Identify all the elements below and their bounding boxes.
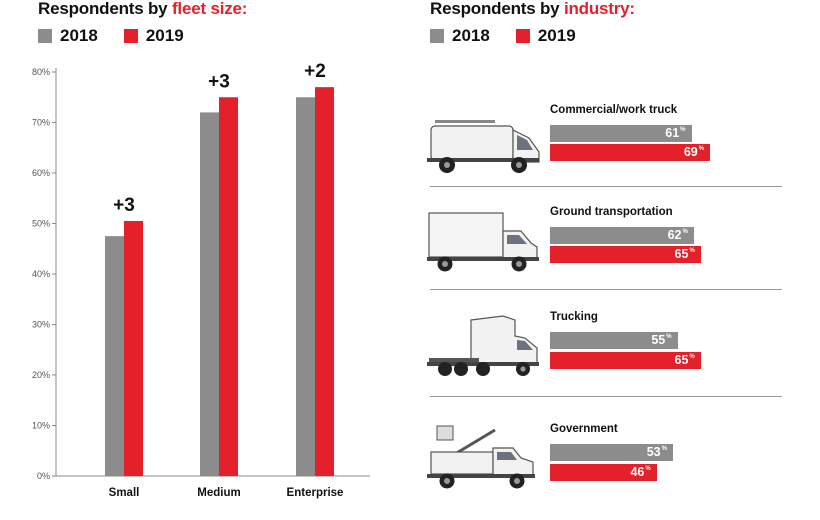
bar-2018-value: 55% [651,333,671,347]
value-unit: % [682,229,688,235]
legend-item-2019: 2019 [515,26,576,46]
bar-2019-value: 65% [675,247,695,261]
bar-2018-medium [200,112,219,477]
value-number: 46 [630,465,645,479]
legend-swatch-2019 [515,29,530,43]
industry-label: Government [550,423,618,435]
industry-title-accent: industry: [563,0,635,18]
bar-2018: 55% [550,332,678,349]
y-tick-label: 10% [32,421,50,431]
box-truck-icon [427,212,539,272]
legend-swatch-2018 [430,29,444,43]
value-unit: % [698,146,705,152]
semi-truck-icon [427,315,539,376]
value-number: 61 [665,126,680,140]
change-annotation: +2 [304,61,326,82]
fleet-size-bar-chart: 0% 10% 20% 30% 40% 50% 60% 70% 80% +3 Small +3 Mediu… [32,61,370,499]
bar-2019-value: 69% [684,145,704,159]
legend-item-2018: 2018 [38,26,98,46]
y-tick-label: 80% [32,67,50,77]
bar-2018-enterprise [296,97,315,476]
bar-2019: 65% [550,246,701,263]
industry-row-trucking: Trucking 55% 65% [425,310,782,410]
fleet-size-title: Respondents by fleet size: [38,0,247,19]
bar-2018-value: 53% [647,445,667,459]
industry-label: Trucking [550,311,598,323]
industry-label: Commercial/work truck [550,104,678,116]
value-unit: % [689,354,695,360]
industry-legend: 2018 2019 [430,26,602,46]
fleet-title-accent: fleet size: [171,0,248,18]
bar-2019-small [124,220,143,476]
value-unit: % [645,466,651,472]
van-icon [427,120,540,173]
bar-2019-medium [219,97,238,476]
y-tick-label: 30% [32,320,50,330]
legend-item-2019: 2019 [123,26,184,46]
x-category-label: Small [109,487,140,499]
bar-2019: 69% [550,144,711,161]
y-tick-label: 50% [32,219,50,229]
legend-label-2019: 2019 [145,26,184,45]
bar-2018: 53% [550,444,673,461]
change-annotation: +3 [208,71,230,92]
legend-item-2018: 2018 [430,26,490,46]
industry-title-main: Respondents by [430,0,564,18]
bar-2019: 46% [550,464,657,481]
value-number: 69 [683,145,698,159]
value-unit: % [689,248,695,254]
x-category-label: Enterprise [287,487,344,499]
industry-label: Ground transportation [550,206,673,218]
value-number: 62 [667,228,682,242]
value-unit: % [661,446,667,452]
bar-2019-value: 46% [630,465,650,479]
bar-2018-small [105,236,124,476]
legend-swatch-2018 [38,29,52,43]
row-divider [430,396,782,397]
legend-swatch-2019 [123,29,138,43]
legend-label-2018: 2018 [452,26,490,45]
bar-2019-value: 65% [675,353,695,367]
value-number: 55 [651,333,666,347]
industry-row-government: Government 53% 46% [425,420,782,520]
industry-row-ground: Ground transportation 62% 65% [425,203,782,303]
y-tick-label: 0% [37,471,50,481]
bar-2018: 61% [550,125,692,142]
industry-title: Respondents by industry: [430,0,635,19]
y-tick-label: 60% [32,168,50,178]
bar-2018-value: 62% [668,228,688,242]
value-number: 65 [674,353,689,367]
x-category-label: Medium [197,487,240,499]
row-divider [430,186,782,187]
legend-label-2019: 2019 [537,26,576,45]
value-unit: % [680,127,686,133]
value-number: 53 [646,445,661,459]
fleet-legend: 2018 2019 [38,26,210,46]
value-number: 65 [674,247,689,261]
fleet-title-main: Respondents by [38,0,172,18]
row-divider [430,289,782,290]
bar-2018-value: 61% [665,126,685,140]
bar-2019-enterprise [315,87,334,477]
legend-label-2018: 2018 [60,26,98,45]
y-tick-label: 40% [32,269,50,279]
value-unit: % [666,334,672,340]
y-tick-label: 70% [32,118,50,128]
bar-2019: 65% [550,352,701,369]
change-annotation: +3 [113,195,135,216]
bar-2018: 62% [550,227,694,244]
y-tick-label: 20% [32,370,50,380]
industry-row-commercial: Commercial/work truck 61% 69% [425,100,782,200]
utility-bucket-truck-icon [427,425,535,489]
